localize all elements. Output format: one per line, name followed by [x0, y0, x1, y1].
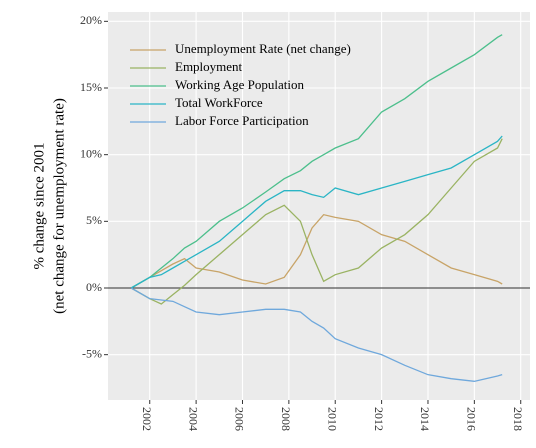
x-tick-label: 2016 — [465, 407, 479, 431]
x-tick-label: 2008 — [279, 407, 293, 431]
y-axis-title: % change since 2001 — [31, 142, 47, 269]
y-tick-label: -5% — [82, 346, 102, 360]
x-tick-label: 2010 — [325, 407, 339, 431]
x-tick-label: 2018 — [511, 407, 525, 431]
series-line — [130, 287, 503, 382]
x-tick-label: 2002 — [140, 407, 154, 431]
y-tick-label: 20% — [80, 13, 102, 27]
plot-panel — [108, 12, 530, 400]
x-tick-label: 2012 — [372, 407, 386, 431]
y-tick-label: 0% — [86, 280, 102, 294]
legend-text: Labor Force Participation — [175, 113, 309, 128]
series-line — [130, 213, 503, 289]
series-line — [130, 138, 503, 305]
y-tick-label: 5% — [86, 213, 102, 227]
x-tick-label: 2014 — [418, 407, 432, 431]
y-axis-title: (net change for unemployment rate) — [51, 98, 67, 314]
legend-text: Employment — [175, 59, 243, 74]
x-tick-label: 2004 — [186, 407, 200, 431]
legend-text: Unemployment Rate (net change) — [175, 41, 351, 56]
x-tick-label: 2006 — [233, 407, 247, 431]
series-line — [130, 135, 503, 289]
legend-text: Total WorkForce — [175, 95, 263, 110]
legend-text: Working Age Population — [175, 77, 304, 92]
y-tick-label: 10% — [80, 146, 102, 160]
y-tick-label: 15% — [80, 80, 102, 94]
series-line — [130, 34, 503, 289]
